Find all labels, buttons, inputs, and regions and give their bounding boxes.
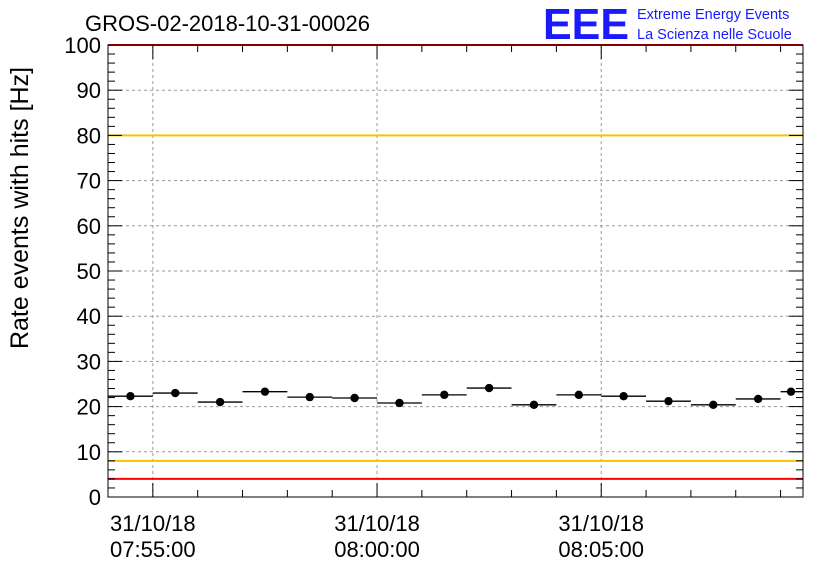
- x-tick-date-label: 31/10/18: [334, 511, 420, 536]
- y-tick-label: 0: [89, 485, 101, 510]
- y-tick-label: 50: [77, 259, 101, 284]
- data-point: [484, 383, 494, 393]
- data-point: [350, 393, 359, 403]
- y-tick-label: 70: [77, 169, 101, 194]
- data-point: [753, 394, 763, 404]
- x-tick-date-label: 31/10/18: [110, 511, 196, 536]
- x-tick-time-label: 08:05:00: [558, 537, 644, 562]
- y-tick-label: 20: [77, 395, 101, 420]
- logo-mark: EEE: [543, 0, 629, 49]
- x-tick-time-label: 08:00:00: [334, 537, 420, 562]
- data-point: [305, 392, 314, 402]
- x-tick-date-label: 31/10/18: [558, 511, 644, 536]
- data-point: [395, 398, 404, 408]
- plot-frame: [107, 44, 804, 498]
- data-point: [786, 387, 796, 396]
- x-tick-time-label: 07:55:00: [110, 537, 196, 562]
- data-points: [108, 383, 803, 409]
- y-axis-label: Rate events with hits [Hz]: [6, 67, 34, 349]
- logo-line2: La Scienza nelle Scuole: [637, 27, 792, 43]
- tick-labels: 010203040506070809010031/10/1807:55:0031…: [64, 33, 644, 562]
- chart-title: GROS-02-2018-10-31-00026: [85, 11, 370, 36]
- y-tick-label: 80: [77, 123, 101, 148]
- data-point: [440, 390, 449, 400]
- data-point: [126, 392, 135, 401]
- y-tick-label: 100: [64, 33, 101, 58]
- y-tick-label: 90: [77, 78, 101, 103]
- eee-logo: EEE Extreme Energy Events La Scienza nel…: [543, 0, 792, 49]
- data-point: [574, 390, 584, 400]
- grid-layer: [108, 45, 803, 497]
- data-point: [619, 392, 628, 401]
- y-tick-label: 30: [77, 349, 101, 374]
- y-tick-label: 60: [77, 214, 101, 239]
- data-point: [215, 397, 225, 407]
- logo-line1: Extreme Energy Events: [637, 7, 789, 23]
- y-tick-label: 40: [77, 304, 101, 329]
- data-point: [709, 400, 718, 409]
- data-point: [664, 396, 673, 406]
- data-point: [529, 400, 539, 409]
- axis-ticks: [107, 44, 803, 498]
- y-tick-label: 10: [77, 440, 101, 465]
- data-point: [171, 388, 180, 398]
- reference-lines: [108, 44, 803, 480]
- data-point: [260, 387, 270, 396]
